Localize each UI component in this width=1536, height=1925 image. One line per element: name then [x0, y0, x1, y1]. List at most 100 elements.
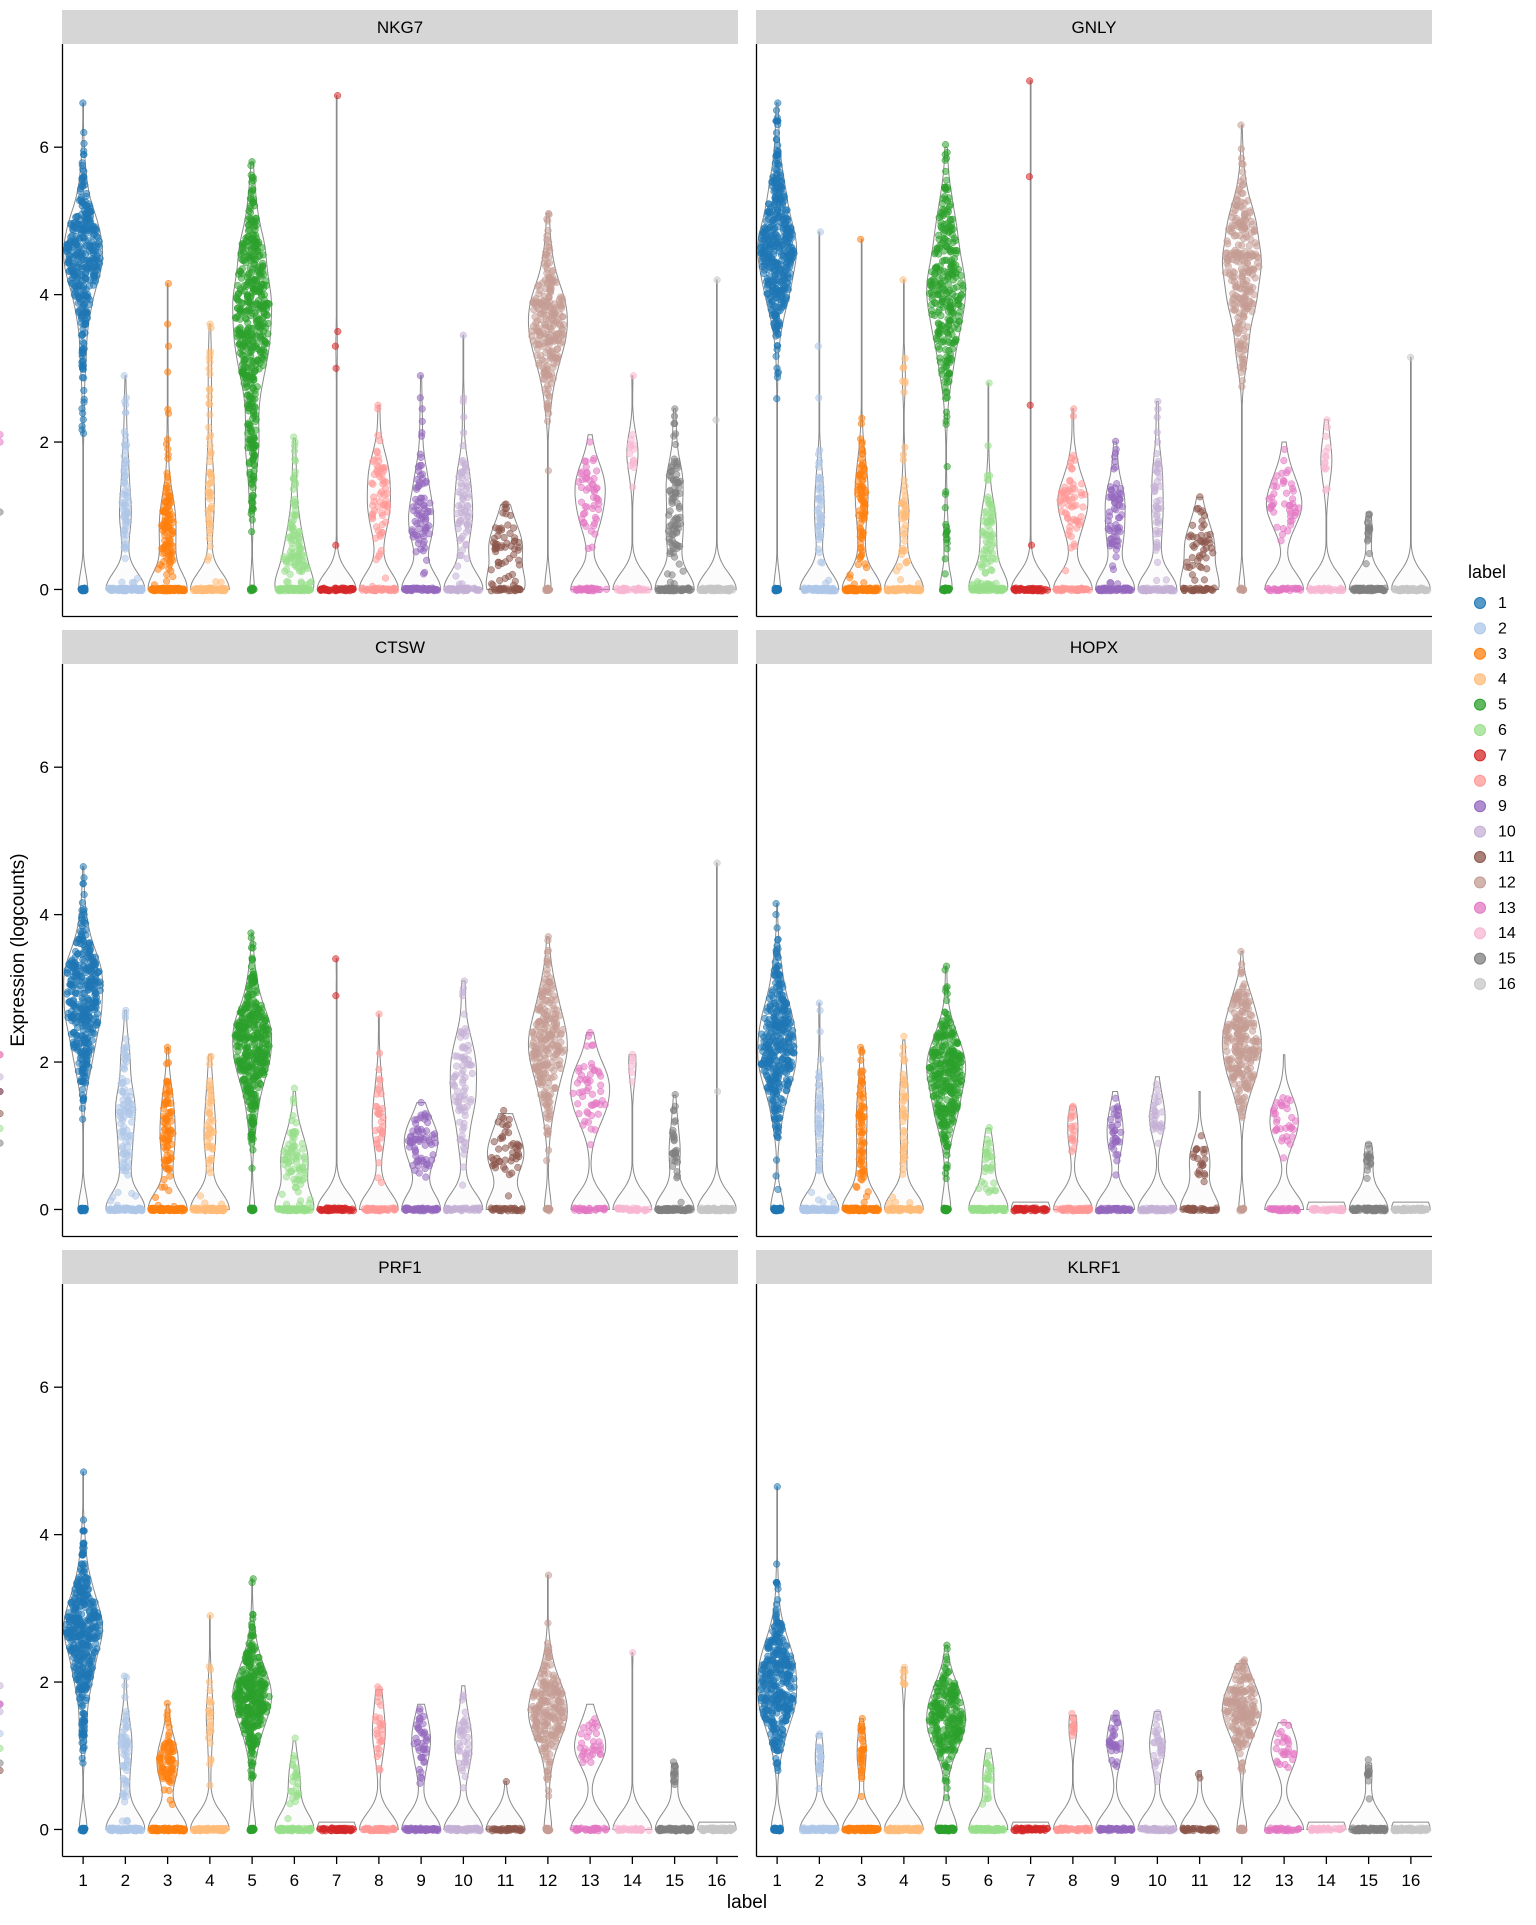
point [492, 525, 499, 532]
point [169, 548, 176, 555]
point [1273, 483, 1280, 490]
point [542, 324, 549, 331]
point [385, 587, 392, 594]
point [630, 460, 637, 467]
facet-strip-label: GNLY [1071, 18, 1116, 37]
point [292, 458, 299, 465]
point [280, 556, 287, 563]
point [418, 462, 425, 469]
point [1155, 398, 1162, 405]
point [1153, 450, 1160, 457]
point [816, 395, 823, 402]
point [1163, 577, 1170, 584]
point [165, 510, 172, 517]
point [80, 430, 87, 437]
points-GNLY-cluster-5 [926, 141, 966, 594]
point [897, 576, 904, 583]
point [931, 299, 938, 306]
point [241, 282, 248, 289]
point [672, 431, 679, 438]
point [583, 587, 590, 594]
point [775, 185, 782, 192]
point [207, 452, 214, 459]
point [507, 512, 514, 519]
point [1108, 487, 1115, 494]
point [1118, 512, 1125, 519]
point [1069, 465, 1076, 472]
point [546, 393, 553, 400]
point [1278, 587, 1285, 594]
point [773, 107, 780, 114]
point [1243, 334, 1250, 341]
point [942, 556, 949, 563]
point [80, 375, 87, 382]
point [815, 464, 822, 471]
point [1027, 402, 1034, 409]
point [1112, 526, 1119, 533]
point [418, 433, 425, 440]
point [984, 472, 991, 479]
point [817, 229, 824, 236]
point [453, 573, 460, 580]
point [243, 375, 250, 382]
point [935, 332, 942, 339]
point [378, 529, 385, 536]
point [1239, 383, 1246, 390]
point [589, 505, 596, 512]
point [774, 346, 781, 353]
point [239, 369, 246, 376]
point [943, 363, 950, 370]
point [544, 218, 551, 225]
point [499, 560, 506, 567]
point [818, 522, 825, 529]
point [260, 285, 267, 292]
point [596, 501, 603, 508]
point [163, 483, 170, 490]
point [1231, 307, 1238, 314]
point [577, 470, 584, 477]
point [1014, 586, 1021, 593]
point [1189, 572, 1196, 579]
point [909, 585, 916, 592]
point [1307, 586, 1314, 593]
point [291, 442, 298, 449]
point [419, 418, 426, 425]
point [950, 239, 957, 246]
point [253, 333, 260, 340]
data-points [0, 78, 1431, 595]
point [1226, 270, 1233, 277]
point [1281, 478, 1288, 485]
point [207, 348, 214, 355]
point [259, 260, 266, 267]
point [631, 442, 638, 449]
point [112, 587, 119, 594]
point [460, 332, 467, 339]
point [139, 586, 146, 593]
point [1080, 504, 1087, 511]
point [295, 565, 302, 572]
point [321, 585, 328, 592]
point [239, 343, 246, 350]
point [1199, 518, 1206, 525]
point [80, 151, 87, 158]
point [419, 530, 426, 537]
point [80, 347, 87, 354]
point [1226, 257, 1233, 264]
point [1240, 190, 1247, 197]
point [815, 495, 822, 502]
point [122, 521, 129, 528]
point [92, 278, 99, 285]
point [244, 383, 251, 390]
point [243, 259, 250, 266]
point [1323, 433, 1330, 440]
point [294, 553, 301, 560]
point [775, 586, 782, 593]
point [83, 293, 90, 300]
point [1109, 563, 1116, 570]
point [1317, 587, 1324, 594]
point [248, 188, 255, 195]
point [0, 509, 3, 516]
point [76, 253, 83, 260]
point [763, 218, 770, 225]
point [979, 586, 986, 593]
